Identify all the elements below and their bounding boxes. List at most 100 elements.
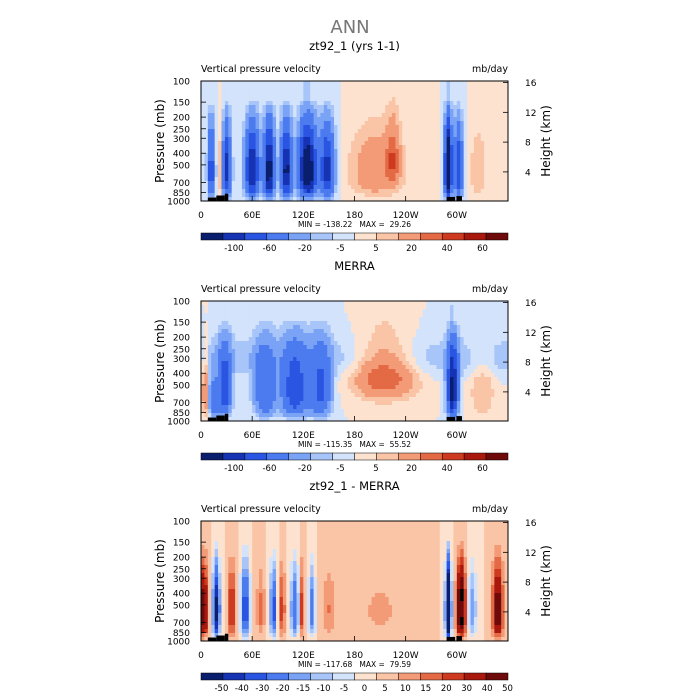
heatmap-cell	[494, 349, 499, 354]
heatmap-cell	[422, 165, 427, 170]
heatmap-cell	[402, 105, 407, 110]
x-tick-label: 0	[198, 211, 204, 221]
heatmap-cell	[241, 125, 246, 130]
heatmap-cell	[289, 181, 294, 186]
heatmap-cell	[487, 329, 492, 334]
heatmap-cell	[504, 153, 509, 158]
heatmap-cell	[501, 341, 505, 346]
heatmap-cell	[316, 149, 321, 154]
heatmap-cell	[262, 301, 267, 306]
heatmap-cell	[371, 193, 376, 198]
heatmap-cell	[357, 193, 362, 198]
heatmap-cell	[443, 313, 447, 318]
heatmap-cell	[241, 397, 246, 402]
heatmap-cell	[351, 165, 355, 170]
heatmap-cell	[228, 137, 233, 142]
heatmap-cell	[456, 381, 461, 386]
heatmap-cell	[282, 345, 287, 350]
heatmap-cell	[347, 305, 352, 310]
heatmap-cell	[374, 117, 379, 122]
heatmap-cell	[201, 333, 205, 338]
heatmap-cell	[258, 317, 263, 322]
heatmap-cell	[354, 165, 359, 170]
heatmap-cell	[429, 189, 434, 194]
heatmap-cell	[207, 153, 212, 158]
heatmap-cell	[501, 137, 505, 142]
heatmap-cell	[279, 157, 284, 162]
heatmap-cell	[443, 197, 447, 202]
heatmap-cell	[214, 313, 219, 318]
heatmap-cell	[306, 121, 311, 126]
heatmap-cell	[221, 337, 226, 342]
heatmap-cell	[501, 117, 505, 122]
heatmap-cell	[279, 101, 284, 106]
heatmap-cell	[310, 89, 314, 94]
heatmap-cell	[228, 109, 233, 114]
heatmap-cell	[381, 121, 386, 126]
heatmap-cell	[207, 357, 212, 362]
heatmap-cell	[265, 157, 270, 162]
heatmap-cell	[354, 313, 359, 318]
heatmap-cell	[245, 165, 250, 170]
heatmap-cell	[381, 93, 386, 98]
heatmap-cell	[327, 89, 332, 94]
heatmap-cell	[201, 353, 205, 358]
heatmap-cell	[296, 165, 301, 170]
heatmap-cell	[235, 185, 239, 190]
heatmap-cell	[501, 157, 505, 162]
heatmap-cell	[432, 325, 437, 330]
heatmap-cell	[211, 353, 216, 358]
heatmap-cell	[385, 113, 390, 118]
heatmap-cell	[258, 105, 263, 110]
heatmap-cell	[432, 353, 437, 358]
heatmap-cell	[378, 353, 383, 358]
heatmap-cell	[381, 341, 386, 346]
heatmap-cell	[323, 165, 328, 170]
heatmap-cell	[221, 301, 226, 306]
heatmap-cell	[422, 137, 427, 142]
heatmap-cell	[402, 85, 407, 90]
heatmap-cell	[419, 197, 424, 202]
heatmap-cell	[439, 305, 444, 310]
heatmap-cell	[231, 137, 236, 142]
heatmap-cell	[426, 165, 430, 170]
heatmap-cell	[385, 345, 390, 350]
heatmap-cell	[388, 377, 393, 382]
heatmap-cell	[313, 377, 318, 382]
heatmap-cell	[368, 93, 372, 98]
heatmap-cell	[258, 385, 263, 390]
heatmap-cell	[334, 369, 338, 374]
heatmap-cell	[412, 189, 417, 194]
heatmap-cell	[473, 89, 478, 94]
heatmap-cell	[419, 389, 424, 394]
heatmap-cell	[368, 89, 372, 94]
heatmap-cell	[374, 149, 379, 154]
heatmap-cell	[330, 197, 335, 202]
heatmap-cell	[402, 169, 407, 174]
heatmap-cell	[374, 105, 379, 110]
heatmap-cell	[446, 373, 451, 378]
heatmap-cell	[347, 105, 352, 110]
heatmap-cell	[385, 333, 390, 338]
heatmap-cell	[412, 353, 417, 358]
heatmap-cell	[252, 393, 256, 398]
heatmap-cell	[258, 193, 263, 198]
heatmap-cell	[456, 117, 461, 122]
heatmap-cell	[248, 93, 253, 98]
heatmap-cell	[422, 353, 427, 358]
heatmap-cell	[327, 197, 332, 202]
heatmap-cell	[470, 373, 475, 378]
heatmap-cell	[238, 309, 243, 314]
heatmap-cell	[299, 157, 304, 162]
heatmap-cell	[402, 369, 407, 374]
heatmap-cell	[207, 337, 212, 342]
heatmap-cell	[439, 93, 444, 98]
heatmap-cell	[402, 317, 407, 322]
heatmap-cell	[385, 145, 390, 150]
heatmap-cell	[228, 365, 233, 370]
heatmap-cell	[316, 393, 321, 398]
heatmap-cell	[494, 153, 499, 158]
heatmap-cell	[221, 101, 226, 106]
heatmap-cell	[374, 353, 379, 358]
heatmap-cell	[204, 181, 209, 186]
